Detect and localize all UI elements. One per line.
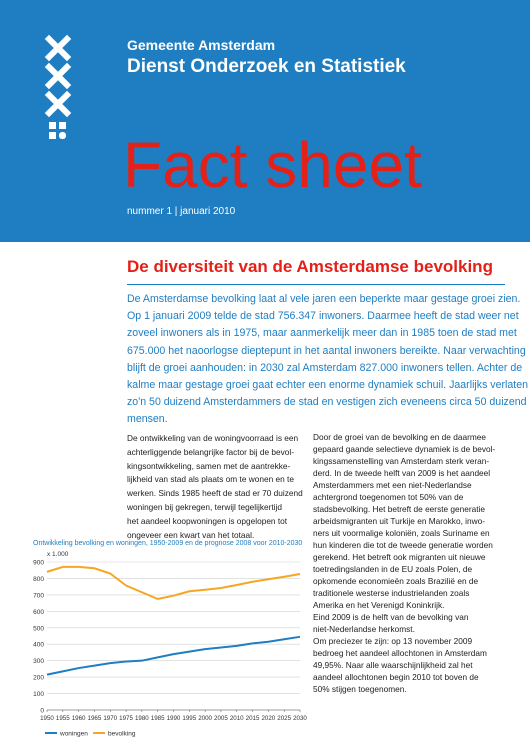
text-line: blijft de groei aanhouden: in 2030 zal A… [127,361,523,374]
text-line: Eind 2009 is de helft van de bevolking v… [313,612,469,622]
x-tick-label: 2000 [198,715,212,722]
department: Dienst Onderzoek en Statistiek [127,56,406,77]
text-line: opkomende economieën zoals Brazilië en d… [313,576,479,586]
text-line: Door de groei van de bevolking en de daa… [313,432,486,442]
x-tick-label: 2020 [261,715,275,722]
text-line: kalme maar gestage groei gaat echter een… [127,379,529,391]
text-line: lijkheid van stad als plaats om te wonen… [127,474,294,485]
text-line: bedroeg het aandeel allochtonen in Amste… [313,648,487,658]
x-tick-label: 1960 [72,715,86,722]
text-line: achterliggende belangrijke factor bij de… [127,446,294,457]
x-tick-label: 1975 [119,715,133,722]
text-line: achtergrond toegenomen tot 50% van de [313,492,464,502]
text-line: zo'n 50 duizend Amsterdammers de stad en… [127,396,527,409]
x-tick-label: 1950 [40,715,54,722]
x-tick-label: 1980 [135,715,149,722]
x-tick-label: 1990 [167,715,181,722]
x-tick-label: 2010 [230,715,244,722]
y-tick-label: 700 [33,592,44,599]
x-tick-label: 1965 [88,715,102,722]
text-line: hun kinderen die tot de tweede generatie… [313,540,493,550]
header-band [0,0,530,242]
x-tick-label: 2030 [293,715,307,722]
text-line: ners uit voormalige koloniën, zoals Suri… [313,528,490,538]
text-line: derd. In de tweede helft van 2009 is het… [313,468,491,478]
text-line: aandeel allochtonen begin 2010 tot boven… [313,672,479,682]
text-line: Op 1 januari 2009 telde de stad 756.347 … [127,310,519,323]
y-tick-label: 200 [33,675,44,682]
y-tick-label: 800 [33,576,44,583]
x-tick-label: 1985 [151,715,165,722]
x-tick-label: 2025 [277,715,291,722]
y-tick-label: 600 [33,609,44,616]
text-line: werken. Sinds 1985 heeft de stad er 70 d… [127,488,303,499]
y-tick-label: 400 [33,642,44,649]
rule [127,284,505,285]
series-line [46,635,301,676]
text-line: niet-Nederlandse herkomst. [313,624,415,634]
organisation: Gemeente Amsterdam [127,37,276,53]
text-line: arbeidsmigranten uit Turkije en Marokko,… [313,516,486,526]
text-line: 675.000 het naoorlogse dieptepunt in het… [127,344,526,357]
text-line: kingsontwikkeling, samen met de aantrekk… [127,460,291,471]
legend-label: woningen [59,731,88,738]
issue: nummer 1 | januari 2010 [127,206,236,217]
text-line: De Amsterdamse bevolking laat al vele ja… [127,293,521,305]
y-tick-label: 100 [33,691,44,698]
text-line: traditionele westerse industrielanden zo… [313,588,470,598]
logo [44,34,72,139]
text-line: gepaard gaande selectieve dynamiek is de… [313,444,496,454]
legend-label: bevolking [108,731,136,738]
series-line [46,565,301,601]
x-tick-label: 1970 [103,715,117,722]
text-line: ongeveer een kwart van het totaal. [127,529,255,540]
text-line: kingssamenstelling van Amsterdam sterk v… [313,456,490,466]
text-line: woningen bij gekregen, terwijl tegelijke… [127,502,282,512]
text-line: Amerika en het Verenigd Koninkrijk. [313,600,445,610]
y-tick-label: 0 [40,708,44,715]
text-line: het aandeel koopwoningen is opgelopen to… [127,515,288,526]
text-line: stadsbevolking. Het betreft de eerste ge… [313,504,486,514]
text-line: toetredingslanden in de EU zoals Polen, … [313,564,473,574]
x-tick-label: 2015 [246,715,260,722]
y-unit: x 1.000 [47,551,69,558]
y-tick-label: 500 [33,625,44,632]
x-tick-label: 1995 [182,715,196,722]
text-line: Amsterdammers met een niet-Nederlandse [313,480,472,490]
text-line: Om preciezer te zijn: op 13 november 200… [313,636,473,646]
y-tick-label: 900 [33,560,44,567]
text-line: mensen. [127,413,168,426]
y-tick-label: 300 [33,658,44,665]
chart-title: Ontwikkeling bevolking en woningen, 1950… [33,540,303,547]
text-line: gerekend. Het betreft ook migranten uit … [313,552,486,562]
text-line: zoveel inwoners als in 1975, maar aanmer… [127,327,517,340]
x-tick-label: 2005 [214,715,228,722]
page-title: Fact sheet [123,129,422,201]
text-line: 50% stijgen toegenomen. [313,684,407,694]
x-tick-label: 1955 [56,715,70,722]
text-line: 49,95%. Naar alle waarschijnlijkheid zal… [313,660,473,670]
text-line: De ontwikkeling van de woningvoorraad is… [127,433,299,443]
section-heading: De diversiteit van de Amsterdamse bevolk… [127,257,493,276]
